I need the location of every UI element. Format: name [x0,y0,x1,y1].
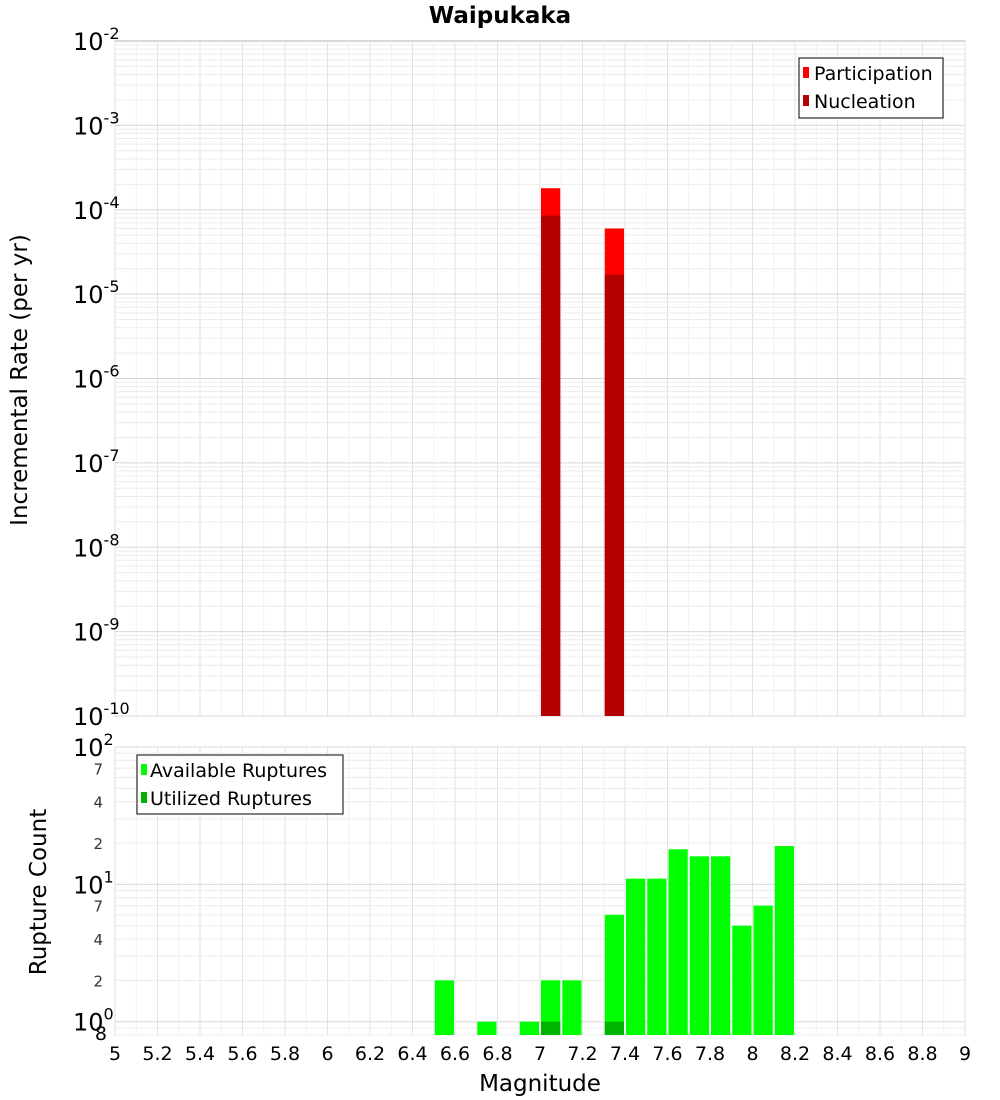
x-tick-label: 7.4 [610,1043,640,1065]
x-tick-label: 6 [321,1043,333,1065]
y-tick-label: 10-4 [73,193,120,225]
y-tick-label: 10-3 [73,108,120,140]
bar-available-ruptures [604,914,624,1035]
y-minor-tick-label: 8 [95,1023,107,1045]
bar-available-ruptures [711,856,731,1035]
top-grid [114,41,966,717]
bar-available-ruptures [774,846,794,1035]
y-minor-tick-label: 7 [93,760,103,778]
bar-available-ruptures [753,905,773,1035]
x-tick-label: 6.8 [482,1043,512,1065]
x-tick-label: 5.4 [185,1043,215,1065]
bottom-y-axis-title: Rupture Count [26,809,52,975]
x-tick-label: 8 [746,1043,758,1065]
x-tick-label: 6.6 [440,1043,470,1065]
x-tick-label: 8.6 [865,1043,895,1065]
y-tick-label: 10-2 [73,24,120,56]
bar-available-ruptures [434,980,454,1035]
y-minor-tick-label: 2 [93,835,103,853]
bar-utilized-ruptures [604,1021,624,1035]
bar-available-ruptures [519,1021,539,1035]
top-y-tick-labels: 10-10 10-9 10-8 10-7 10-6 10-5 10-4 10-3 10-2 [73,24,130,731]
bar-available-ruptures [732,925,752,1035]
y-minor-tick-label: 4 [93,794,103,812]
x-tick-label: 8.4 [822,1043,852,1065]
x-tick-label: 6.2 [355,1043,385,1065]
x-tick-label: 8.2 [780,1043,810,1065]
x-tick-label: 8.8 [907,1043,937,1065]
bottom-legend-box [136,754,344,815]
x-tick-label: 5.2 [142,1043,172,1065]
top-legend: Participation Nucleation [798,57,944,119]
legend-swatch-utilized [141,792,147,803]
bar-available-ruptures [689,856,709,1035]
y-minor-tick-label: 4 [93,931,103,949]
bar-available-ruptures [626,878,646,1035]
bottom-bars [434,846,794,1035]
legend-label-nucleation: Nucleation [814,91,916,113]
bottom-legend: Available Ruptures Utilized Ruptures [136,754,344,815]
x-tick-labels: 5 5.2 5.4 5.6 5.8 6 6.2 6.4 6.6 6.8 7 7.2 7.4 7.6 7.8 8… [109,1043,971,1065]
x-tick-label: 7.2 [567,1043,597,1065]
legend-swatch-available [141,764,147,775]
x-tick-label: 5.6 [227,1043,257,1065]
bar-available-ruptures [562,980,582,1035]
top-legend-box [798,57,944,119]
bar-nucleation [541,215,561,717]
legend-label-utilized: Utilized Ruptures [150,788,312,810]
bar-available-ruptures [541,980,561,1035]
bar-utilized-ruptures [541,1021,561,1035]
x-tick-label: 5.8 [270,1043,300,1065]
bar-nucleation [604,274,624,716]
chart-title: Waipukaka [429,3,571,29]
x-axis-title: Magnitude [479,1071,601,1097]
y-tick-label: 10-10 [73,699,130,731]
bottom-plot-panel: 100 101 102 8 2 4 7 2 4 7 5 5.2 5.4 5.6 5.8 6 6.2 6.4 6.6… [26,730,971,1097]
legend-swatch-participation [803,67,809,78]
top-bars [541,188,624,717]
y-tick-label: 10-9 [73,615,120,647]
top-plot-panel: 10-10 10-9 10-8 10-7 10-6 10-5 10-4 10-3 10-2 In… [7,24,966,731]
top-y-axis-title: Incremental Rate (per yr) [7,234,33,526]
bar-available-ruptures [477,1021,497,1035]
y-minor-tick-label: 2 [93,972,103,990]
y-tick-label: 101 [73,867,114,899]
x-tick-label: 7.8 [695,1043,725,1065]
x-tick-label: 7.6 [652,1043,682,1065]
bar-available-ruptures [668,849,688,1035]
legend-label-participation: Participation [814,63,933,85]
legend-swatch-nucleation [803,95,809,106]
x-tick-label: 6.4 [397,1043,427,1065]
x-tick-label: 5 [109,1043,121,1065]
x-tick-label: 7 [534,1043,546,1065]
y-minor-tick-label: 7 [93,898,103,916]
bottom-y-tick-labels: 100 101 102 8 2 4 7 2 4 7 [73,730,114,1045]
y-tick-label: 10-7 [73,446,120,478]
bar-available-ruptures [647,878,667,1035]
y-tick-label: 100 [73,1005,114,1037]
y-tick-label: 10-8 [73,530,120,562]
y-tick-label: 10-6 [73,362,120,394]
y-tick-label: 10-5 [73,277,120,309]
legend-label-available: Available Ruptures [150,760,327,782]
x-tick-label: 9 [959,1043,971,1065]
y-tick-label: 102 [73,730,114,762]
